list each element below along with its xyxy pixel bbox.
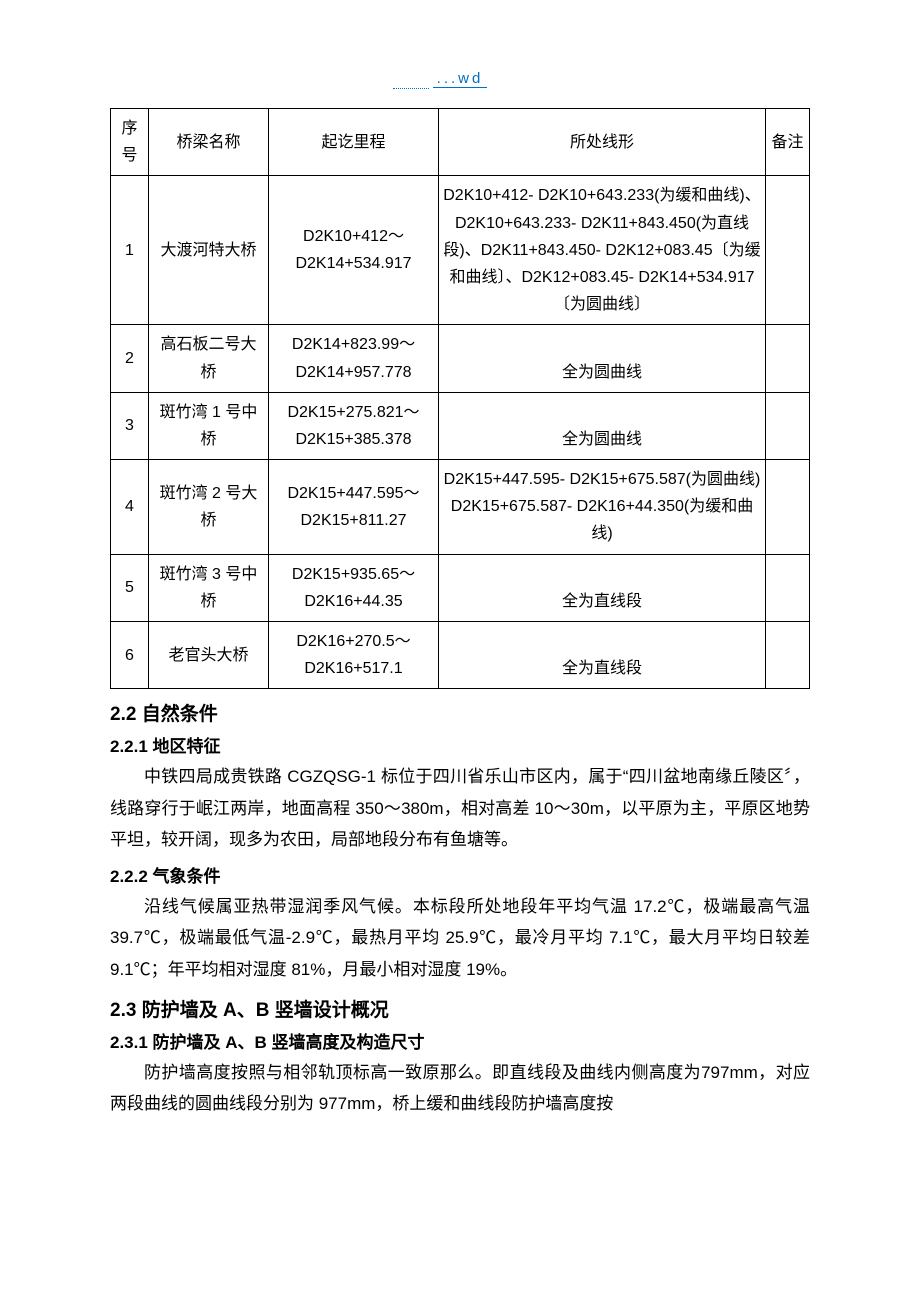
cell-shape: 全为直线段 — [439, 554, 766, 621]
table-row: 6 老官头大桥 D2K16+270.5～D2K16+517.1 全为直线段 — [111, 622, 810, 689]
cell-name: 斑竹湾 1 号中桥 — [149, 392, 269, 459]
cell-range: D2K15+447.595～D2K15+811.27 — [269, 460, 439, 555]
table-body: 1 大渡河特大桥 D2K10+412～D2K14+534.917 D2K10+4… — [111, 176, 810, 689]
table-row: 1 大渡河特大桥 D2K10+412～D2K14+534.917 D2K10+4… — [111, 176, 810, 325]
cell-note — [766, 460, 810, 555]
th-range: 起讫里程 — [269, 109, 439, 176]
heading-2-2: 2.2 自然条件 — [110, 699, 810, 726]
document-page: ...wd 序号 桥梁名称 起讫里程 所处线形 备注 1 大渡河特大桥 D2K1… — [0, 0, 920, 1302]
paragraph-2-2-2: 沿线气候属亚热带湿润季风气候。本标段所处地段年平均气温 17.2℃，极端最高气温… — [110, 891, 810, 985]
heading-2-3: 2.3 防护墙及 A、B 竖墙设计概况 — [110, 995, 810, 1022]
table-row: 5 斑竹湾 3 号中桥 D2K15+935.65～D2K16+44.35 全为直… — [111, 554, 810, 621]
th-idx: 序号 — [111, 109, 149, 176]
cell-idx: 5 — [111, 554, 149, 621]
heading-2-2-2: 2.2.2 气象条件 — [110, 862, 810, 887]
cell-note — [766, 622, 810, 689]
cell-shape: 全为圆曲线 — [439, 392, 766, 459]
cell-idx: 4 — [111, 460, 149, 555]
table-row: 4 斑竹湾 2 号大桥 D2K15+447.595～D2K15+811.27 D… — [111, 460, 810, 555]
paragraph-2-2-1: 中铁四局成贵铁路 CGZQSG-1 标位于四川省乐山市区内，属于“四川盆地南缘丘… — [110, 761, 810, 855]
table-header-row: 序号 桥梁名称 起讫里程 所处线形 备注 — [111, 109, 810, 176]
cell-range: D2K16+270.5～D2K16+517.1 — [269, 622, 439, 689]
cell-range: D2K10+412～D2K14+534.917 — [269, 176, 439, 325]
cell-shape: D2K15+447.595- D2K15+675.587(为圆曲线) D2K15… — [439, 460, 766, 555]
cell-idx: 2 — [111, 325, 149, 392]
table-row: 3 斑竹湾 1 号中桥 D2K15+275.821～D2K15+385.378 … — [111, 392, 810, 459]
cell-name: 高石板二号大桥 — [149, 325, 269, 392]
cell-note — [766, 325, 810, 392]
cell-idx: 1 — [111, 176, 149, 325]
cell-range: D2K15+935.65～D2K16+44.35 — [269, 554, 439, 621]
cell-name: 大渡河特大桥 — [149, 176, 269, 325]
heading-2-2-1: 2.2.1 地区特征 — [110, 732, 810, 757]
cell-idx: 3 — [111, 392, 149, 459]
cell-note — [766, 392, 810, 459]
paragraph-2-3-1: 防护墙高度按照与相邻轨顶标高一致原那么。即直线段及曲线内侧高度为797mm，对应… — [110, 1057, 810, 1120]
header-link-wrap: ...wd — [110, 70, 810, 88]
th-note: 备注 — [766, 109, 810, 176]
cell-range: D2K15+275.821～D2K15+385.378 — [269, 392, 439, 459]
cell-idx: 6 — [111, 622, 149, 689]
cell-range: D2K14+823.99～D2K14+957.778 — [269, 325, 439, 392]
table-row: 2 高石板二号大桥 D2K14+823.99～D2K14+957.778 全为圆… — [111, 325, 810, 392]
cell-name: 斑竹湾 3 号中桥 — [149, 554, 269, 621]
cell-shape: 全为圆曲线 — [439, 325, 766, 392]
cell-note — [766, 176, 810, 325]
bridges-table: 序号 桥梁名称 起讫里程 所处线形 备注 1 大渡河特大桥 D2K10+412～… — [110, 108, 810, 689]
header-link[interactable]: ...wd — [433, 70, 488, 88]
cell-name: 老官头大桥 — [149, 622, 269, 689]
cell-shape: 全为直线段 — [439, 622, 766, 689]
cell-shape: D2K10+412- D2K10+643.233(为缓和曲线)、D2K10+64… — [439, 176, 766, 325]
table-head: 序号 桥梁名称 起讫里程 所处线形 备注 — [111, 109, 810, 176]
th-shape: 所处线形 — [439, 109, 766, 176]
heading-2-3-1: 2.3.1 防护墙及 A、B 竖墙高度及构造尺寸 — [110, 1028, 810, 1053]
cell-note — [766, 554, 810, 621]
th-name: 桥梁名称 — [149, 109, 269, 176]
cell-name: 斑竹湾 2 号大桥 — [149, 460, 269, 555]
